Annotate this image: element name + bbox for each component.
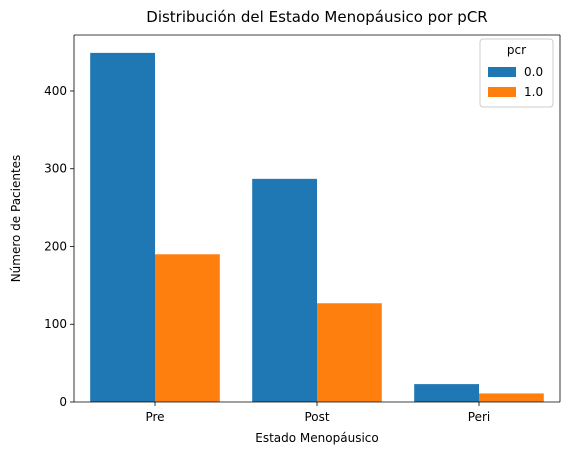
- y-tick-label: 200: [44, 239, 67, 253]
- y-tick-label: 100: [44, 317, 67, 331]
- x-tick-label: Post: [304, 410, 329, 424]
- legend-swatch-0-0: [488, 67, 516, 77]
- x-tick-label: Peri: [468, 410, 490, 424]
- legend-items: 0.01.0: [488, 65, 543, 99]
- x-axis-label: Estado Menopáusico: [255, 431, 378, 445]
- axes-layer: 0 100 200 300 400 Pre Post Peri: [44, 34, 561, 424]
- legend: pcr 0.01.0: [479, 38, 554, 108]
- y-tick-label: 400: [44, 84, 67, 98]
- x-tick-label: Pre: [145, 410, 164, 424]
- legend-title: pcr: [507, 43, 526, 57]
- bar-pre-pcr-0-0: [90, 52, 155, 402]
- bars-layer: [90, 52, 544, 402]
- legend-label-1-0: 1.0: [524, 85, 543, 99]
- y-tick-label: 0: [59, 395, 67, 409]
- bar-peri-pcr-0-0: [414, 384, 479, 402]
- y-tick-label: 300: [44, 162, 67, 176]
- bar-post-pcr-0-0: [252, 178, 317, 402]
- chart-title: Distribución del Estado Menopáusico por …: [146, 8, 487, 26]
- bar-peri-pcr-1-0: [479, 393, 544, 402]
- bar-pre-pcr-1-0: [155, 254, 220, 402]
- bar-post-pcr-1-0: [317, 303, 382, 402]
- legend-swatch-1-0: [488, 87, 516, 97]
- legend-label-0-0: 0.0: [524, 65, 543, 79]
- y-axis-label: Número de Pacientes: [9, 155, 23, 283]
